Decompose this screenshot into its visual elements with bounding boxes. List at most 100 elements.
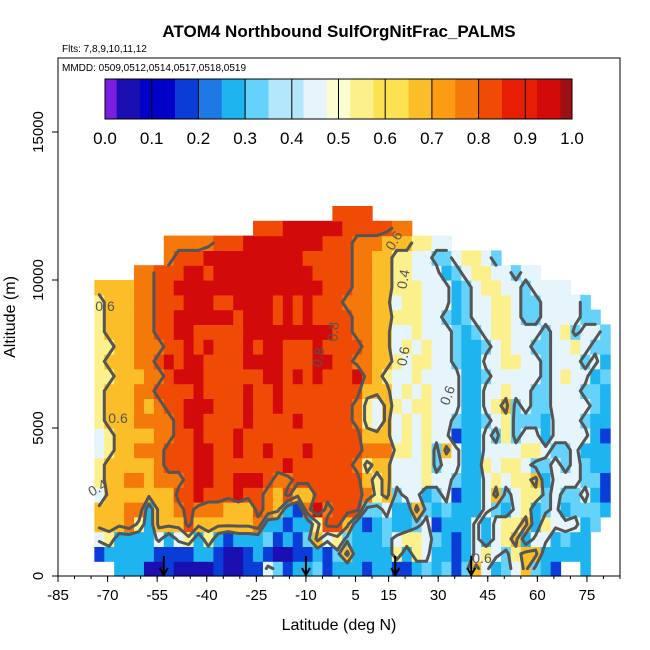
heatmap-cell — [550, 516, 562, 533]
heatmap-cell — [183, 561, 195, 577]
heatmap-cell — [104, 294, 115, 311]
heatmap-cell — [580, 531, 591, 547]
heatmap-cell — [272, 324, 284, 340]
x-tick-label: 60 — [529, 587, 546, 604]
heatmap-cell — [401, 531, 413, 547]
heatmap-cell — [262, 502, 274, 518]
heatmap-cell — [381, 383, 393, 399]
heatmap-cell — [253, 546, 264, 562]
heatmap-cell — [203, 546, 214, 562]
heatmap-cell — [153, 309, 165, 325]
heatmap-cell — [520, 487, 532, 503]
heatmap-cell — [540, 324, 552, 340]
heatmap-cell — [401, 516, 413, 533]
heatmap-cell — [332, 472, 343, 488]
heatmap-cell — [372, 309, 383, 325]
heatmap-cell — [302, 250, 314, 266]
heatmap-cell — [431, 413, 443, 429]
heatmap-cell — [253, 502, 264, 518]
heatmap-cell — [322, 354, 333, 370]
heatmap-cell — [362, 442, 373, 459]
heatmap-cell — [381, 398, 393, 414]
heatmap-cell — [451, 265, 462, 281]
colorbar-cell — [105, 79, 118, 119]
heatmap-cell — [352, 398, 363, 414]
heatmap-field — [94, 206, 611, 577]
heatmap-cell — [451, 368, 462, 385]
contour-lines: 0.60.60.40.80.80.60.60.40.60.6 — [85, 226, 602, 571]
heatmap-cell — [411, 354, 423, 370]
heatmap-cell — [451, 531, 462, 547]
heatmap-cell — [243, 428, 254, 444]
heatmap-cell — [272, 516, 284, 533]
heatmap-cell — [203, 235, 214, 251]
heatmap-cell — [302, 516, 314, 533]
heatmap-cell — [153, 457, 165, 473]
heatmap-cell — [500, 531, 512, 547]
x-axis-label: Latitude (deg N) — [282, 617, 397, 634]
heatmap-cell — [94, 354, 105, 370]
heatmap-cell — [193, 516, 205, 533]
heatmap-cell — [342, 220, 353, 237]
heatmap-cell — [94, 502, 105, 518]
heatmap-cell — [520, 502, 532, 518]
contour-label: 0.6 — [472, 550, 492, 566]
heatmap-cell — [282, 235, 294, 251]
heatmap-cell — [451, 516, 462, 533]
heatmap-cell — [233, 516, 244, 533]
heatmap-cell — [590, 309, 601, 325]
heatmap-cell — [431, 472, 443, 488]
heatmap-cell — [421, 339, 433, 355]
heatmap-cell — [560, 280, 572, 296]
heatmap-cell — [163, 235, 175, 251]
heatmap-cell — [461, 309, 472, 325]
colorbar-cell — [221, 79, 234, 119]
heatmap-cell — [203, 472, 214, 488]
colorbar-cell — [396, 79, 409, 119]
heatmap-cell — [362, 531, 373, 547]
heatmap-cell — [560, 398, 572, 414]
heatmap-cell — [302, 309, 314, 325]
heatmap-cell — [451, 398, 462, 414]
colorbar-cell — [373, 79, 386, 119]
heatmap-cell — [114, 428, 125, 444]
heatmap-cell — [421, 546, 433, 562]
flight-arrow — [158, 556, 169, 578]
heatmap-cell — [312, 265, 324, 281]
heatmap-cell — [471, 265, 482, 281]
heatmap-cell — [491, 309, 502, 325]
heatmap-cell — [143, 561, 155, 577]
heatmap-cell — [510, 383, 522, 399]
heatmap-cell — [381, 531, 393, 547]
heatmap-cell — [282, 472, 294, 488]
heatmap-cell — [233, 235, 244, 251]
heatmap-cell — [372, 265, 383, 281]
heatmap-cell — [550, 561, 562, 577]
heatmap-cell — [332, 531, 343, 547]
heatmap-cell — [421, 531, 433, 547]
heatmap-cell — [362, 383, 373, 399]
colorbar-cell — [210, 79, 223, 119]
heatmap-cell — [401, 457, 413, 473]
heatmap-cell — [431, 487, 443, 503]
heatmap-cell — [213, 294, 224, 311]
heatmap-cell — [193, 428, 205, 444]
heatmap-cell — [243, 265, 254, 281]
heatmap-cell — [491, 398, 502, 414]
heatmap-cell — [500, 442, 512, 459]
heatmap-cell — [560, 324, 572, 340]
heatmap-cell — [114, 309, 125, 325]
heatmap-cell — [292, 413, 304, 429]
heatmap-cell — [332, 442, 343, 459]
colorbar-cell — [338, 79, 351, 119]
heatmap-cell — [94, 457, 105, 473]
contour-label: 0.6 — [436, 383, 458, 407]
contour-label: 0.6 — [108, 410, 128, 426]
heatmap-cell — [312, 354, 324, 370]
heatmap-cell — [282, 220, 294, 237]
heatmap-cell — [550, 324, 562, 340]
heatmap-cell — [431, 280, 443, 296]
heatmap-cell — [233, 531, 244, 547]
heatmap-cell — [322, 413, 333, 429]
heatmap-cell — [500, 561, 512, 577]
